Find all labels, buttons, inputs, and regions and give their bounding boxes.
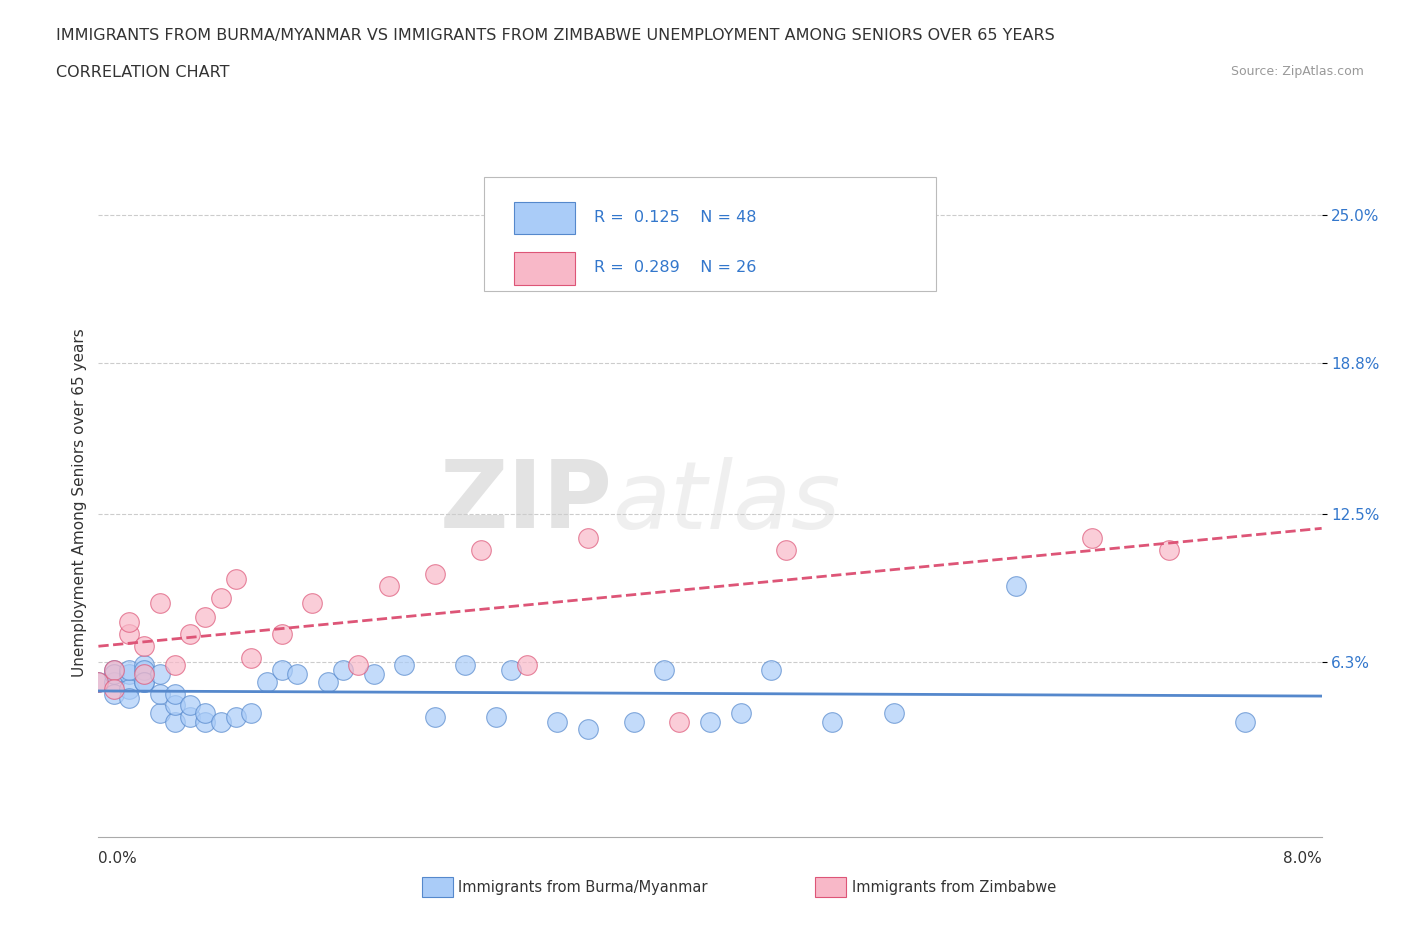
Point [423,710,446,724]
Point [194,715,217,730]
Text: R =  0.125    N = 48: R = 0.125 N = 48 [593,210,756,225]
Point [332,662,354,677]
Point [194,609,217,624]
Point [134,667,156,682]
Text: 8.0%: 8.0% [1282,851,1322,866]
Point [118,626,141,641]
Point [821,715,844,730]
Text: Source: ZipAtlas.com: Source: ZipAtlas.com [1230,65,1364,78]
Point [652,662,675,677]
Text: Immigrants from Zimbabwe: Immigrants from Zimbabwe [852,880,1056,895]
Point [759,662,782,677]
Point [576,722,599,737]
Point [134,674,156,689]
Point [576,531,599,546]
Point [730,705,752,720]
Point [225,710,247,724]
Point [316,674,339,689]
Point [118,662,141,677]
Point [163,715,186,730]
Point [1157,542,1180,557]
Point [470,542,492,557]
Point [775,542,797,557]
Point [103,662,125,677]
Point [363,667,385,682]
Point [699,715,721,730]
Point [454,658,477,672]
Point [118,615,141,630]
Point [285,667,308,682]
Point [240,650,263,665]
Point [270,626,294,641]
Point [179,698,201,713]
Point [301,595,323,610]
Point [209,591,232,605]
Point [668,715,690,730]
Point [149,686,172,701]
Point [1004,578,1026,593]
Point [347,658,370,672]
Point [163,658,186,672]
Y-axis label: Unemployment Among Seniors over 65 years: Unemployment Among Seniors over 65 years [72,328,87,677]
Point [134,674,156,689]
FancyBboxPatch shape [484,178,936,291]
Point [392,658,416,672]
FancyBboxPatch shape [515,202,575,234]
Point [1234,715,1257,730]
Point [423,566,446,581]
Point [103,686,125,701]
Point [163,686,186,701]
Text: 0.0%: 0.0% [98,851,138,866]
Text: IMMIGRANTS FROM BURMA/MYANMAR VS IMMIGRANTS FROM ZIMBABWE UNEMPLOYMENT AMONG SEN: IMMIGRANTS FROM BURMA/MYANMAR VS IMMIGRA… [56,28,1054,43]
Point [256,674,278,689]
Point [163,698,186,713]
Point [118,667,141,682]
Text: R =  0.289    N = 26: R = 0.289 N = 26 [593,260,756,275]
Point [87,674,110,689]
Point [134,662,156,677]
Point [134,638,156,653]
Point [378,578,401,593]
Point [103,662,125,677]
Point [118,691,141,706]
Text: ZIP: ZIP [439,457,612,548]
Point [103,674,125,689]
Point [883,705,905,720]
Point [179,710,201,724]
Point [516,658,538,672]
Point [118,682,141,697]
Point [1081,531,1104,546]
Text: Immigrants from Burma/Myanmar: Immigrants from Burma/Myanmar [458,880,707,895]
Point [225,571,247,586]
Point [103,667,125,682]
Point [179,626,201,641]
Point [546,715,568,730]
Text: CORRELATION CHART: CORRELATION CHART [56,65,229,80]
Point [103,682,125,697]
Point [149,667,172,682]
Point [209,715,232,730]
Point [194,705,217,720]
Point [87,674,110,689]
Point [149,595,172,610]
Point [240,705,263,720]
Point [149,705,172,720]
Point [270,662,294,677]
FancyBboxPatch shape [515,252,575,285]
Point [134,658,156,672]
Point [501,662,523,677]
Point [485,710,508,724]
Point [623,715,645,730]
Text: atlas: atlas [612,457,841,548]
